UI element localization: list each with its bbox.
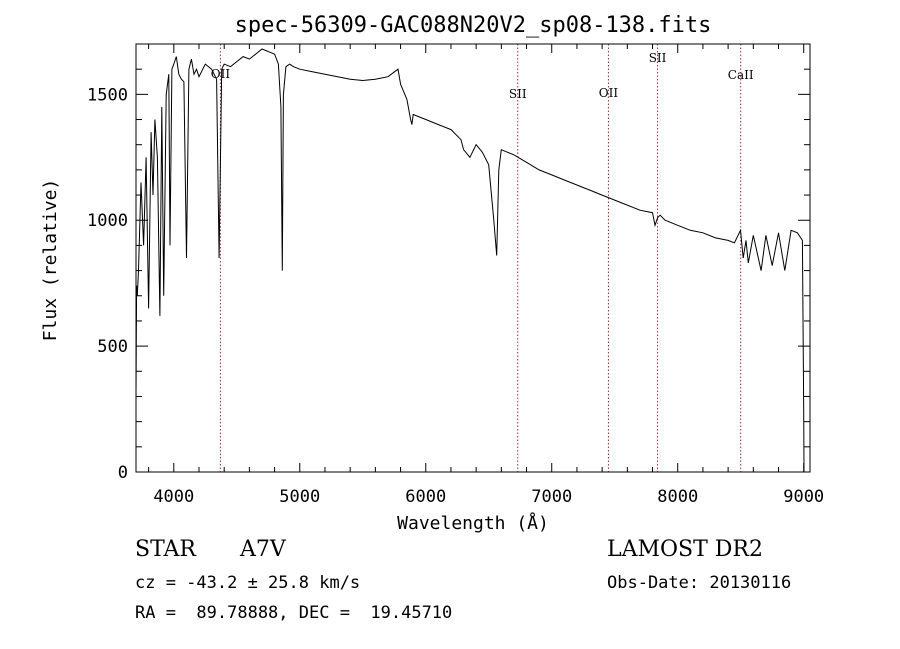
y-axis-label: Flux (relative) xyxy=(40,179,61,342)
x-tick-label: 5000 xyxy=(279,487,320,507)
x-axis-label: Wavelength (Å) xyxy=(397,512,549,534)
y-axis: 0 500 1000 1500 xyxy=(87,43,810,483)
x-tick-label: 8000 xyxy=(657,487,698,507)
x-tick-label: 7000 xyxy=(531,487,572,507)
y-tick-label: 500 xyxy=(97,337,128,357)
cz-value: cz = -43.2 ± 25.8 km/s xyxy=(135,573,361,593)
spectrum-line xyxy=(135,48,805,473)
coordinates: RA = 89.78888, DEC = 19.45710 xyxy=(135,603,453,623)
y-tick-label: 1500 xyxy=(87,85,128,105)
plot-frame xyxy=(135,43,811,473)
line-marker-label: CaII xyxy=(728,68,754,82)
spectrum-chart: spec-56309-GAC088N20V2_sp08-138.fits OII… xyxy=(40,13,824,534)
line-marker-label: SII xyxy=(649,51,667,65)
spectral-class: A7V xyxy=(240,537,286,562)
line-marker-label: OII xyxy=(599,86,619,100)
line-marker-label: SII xyxy=(509,87,527,101)
x-axis: 4000 5000 6000 7000 8000 9000 xyxy=(148,44,824,507)
survey-name: LAMOST DR2 xyxy=(607,537,763,562)
y-tick-label: 0 xyxy=(118,463,128,483)
x-tick-label: 9000 xyxy=(783,487,824,507)
chart-title: spec-56309-GAC088N20V2_sp08-138.fits xyxy=(235,13,712,38)
obs-date: Obs-Date: 20130116 xyxy=(607,573,792,593)
y-tick-label: 1000 xyxy=(87,211,128,231)
x-tick-label: 6000 xyxy=(405,487,446,507)
object-type: STAR xyxy=(135,537,196,562)
x-tick-label: 4000 xyxy=(153,487,194,507)
